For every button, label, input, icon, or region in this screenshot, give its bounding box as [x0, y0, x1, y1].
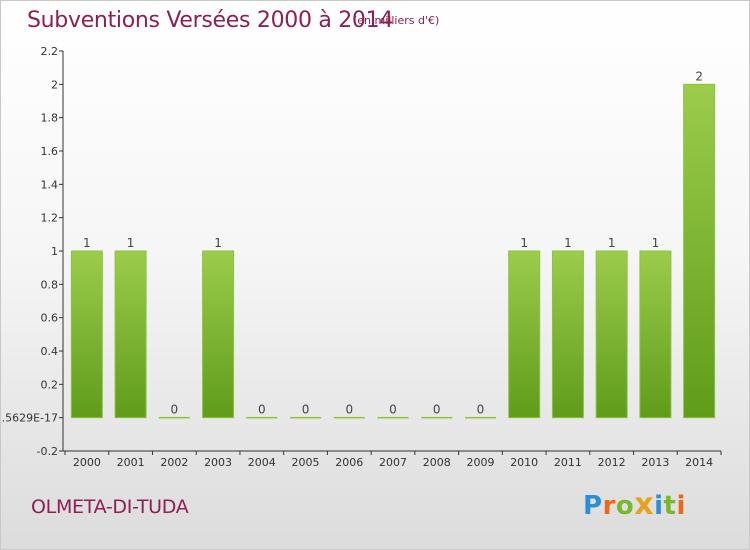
- bar-2003: [202, 250, 235, 419]
- bar-2000: [70, 250, 103, 419]
- x-tick-label: 2010: [510, 456, 538, 469]
- x-tick-label: 2006: [335, 456, 363, 469]
- data-label-2003: 1: [214, 236, 222, 250]
- y-tick-label: 1.4: [41, 178, 59, 191]
- bar-2014: [683, 83, 716, 419]
- y-tick-label: 0.4: [41, 345, 59, 358]
- x-tick-label: 2013: [641, 456, 669, 469]
- y-tick-label: 0.8: [41, 278, 59, 291]
- y-tick-label: 2.2: [41, 45, 59, 58]
- chart-title: Subventions Versées 2000 à 2014: [27, 8, 394, 33]
- x-tick-label: 2009: [466, 456, 494, 469]
- proxiti-logo: Proxiti: [583, 487, 686, 522]
- x-tick-label: 2007: [379, 456, 407, 469]
- data-label-2001: 1: [127, 236, 135, 250]
- bar-2013: [639, 250, 672, 419]
- data-label-2005: 0: [302, 403, 310, 417]
- x-tick-label: 2005: [292, 456, 320, 469]
- bar-2007: [377, 416, 409, 419]
- x-tick-label: 2002: [160, 456, 188, 469]
- x-tick-label: 2000: [73, 456, 101, 469]
- logo-letter: P: [583, 491, 603, 521]
- x-tick-label: 2012: [598, 456, 626, 469]
- data-label-2014: 2: [695, 69, 703, 83]
- y-tick-label: -0.2: [37, 445, 58, 458]
- data-label-2009: 0: [477, 403, 485, 417]
- data-label-2010: 1: [520, 236, 528, 250]
- chart-unit: (en milliers d'€): [353, 14, 440, 27]
- bar-2009: [464, 416, 496, 419]
- logo-letter: t: [663, 491, 677, 521]
- bar-2005: [290, 416, 322, 419]
- bar-2008: [421, 416, 453, 419]
- logo-letter: i: [676, 491, 686, 521]
- x-tick-label: 2008: [423, 456, 451, 469]
- data-label-2011: 1: [564, 236, 572, 250]
- x-tick-label: 2004: [248, 456, 276, 469]
- y-tick-label: 0.6: [41, 312, 59, 325]
- y-tick-label: 1.6: [41, 145, 59, 158]
- bar-2012: [595, 250, 628, 419]
- y-tick-label: -1.5629E-17: [1, 412, 58, 425]
- bar-2002: [158, 416, 190, 419]
- y-tick-label: 1: [51, 245, 58, 258]
- commune-name: OLMETA-DI-TUDA: [31, 496, 189, 518]
- x-tick-label: 2001: [117, 456, 145, 469]
- logo-letter: r: [602, 491, 616, 521]
- logo-letter: x: [634, 487, 655, 522]
- data-label-2007: 0: [389, 403, 397, 417]
- bar-2010: [508, 250, 541, 419]
- y-tick-label: 0.2: [41, 378, 59, 391]
- data-label-2004: 0: [258, 403, 266, 417]
- data-label-2002: 0: [171, 403, 179, 417]
- bar-2001: [114, 250, 147, 419]
- data-label-2008: 0: [433, 403, 441, 417]
- x-tick-label: 2014: [685, 456, 713, 469]
- data-label-2006: 0: [345, 403, 353, 417]
- data-label-2000: 1: [83, 236, 91, 250]
- y-tick-label: 2: [51, 78, 58, 91]
- logo-letter: i: [654, 491, 664, 521]
- bar-2004: [246, 416, 278, 419]
- bar-2011: [551, 250, 584, 419]
- data-label-2013: 1: [652, 236, 660, 250]
- y-tick-label: 1.8: [41, 112, 59, 125]
- x-tick-label: 2011: [554, 456, 582, 469]
- y-tick-label: 1.2: [41, 212, 59, 225]
- logo-letter: o: [615, 491, 635, 521]
- data-label-2012: 1: [608, 236, 616, 250]
- x-tick-label: 2003: [204, 456, 232, 469]
- bar-2006: [333, 416, 365, 419]
